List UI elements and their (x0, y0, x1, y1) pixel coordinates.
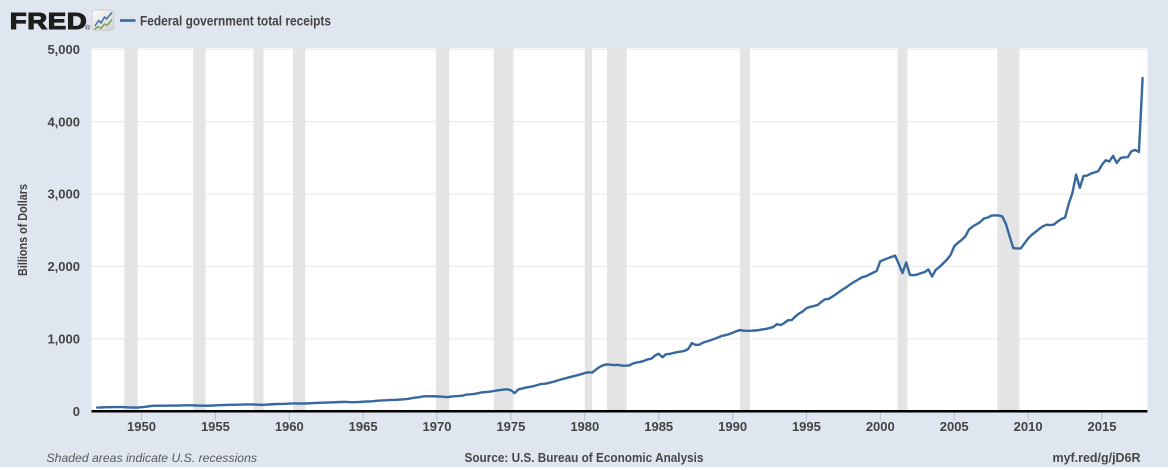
svg-text:4,000: 4,000 (47, 114, 80, 129)
svg-text:myf.red/g/jD6R: myf.red/g/jD6R (1053, 451, 1141, 465)
svg-text:®: ® (85, 24, 91, 32)
svg-text:1990: 1990 (718, 419, 747, 434)
svg-text:1995: 1995 (792, 419, 821, 434)
svg-text:1980: 1980 (570, 419, 599, 434)
svg-text:2010: 2010 (1014, 419, 1043, 434)
svg-text:1965: 1965 (349, 419, 378, 434)
svg-text:Source: U.S. Bureau of Economi: Source: U.S. Bureau of Economic Analysis (465, 451, 704, 465)
svg-text:2000: 2000 (866, 419, 895, 434)
svg-text:Shaded areas indicate U.S. rec: Shaded areas indicate U.S. recessions (47, 451, 258, 465)
svg-text:3,000: 3,000 (47, 187, 80, 202)
svg-text:Billions of Dollars: Billions of Dollars (16, 184, 30, 276)
svg-text:2005: 2005 (940, 419, 969, 434)
svg-text:2,000: 2,000 (47, 259, 80, 274)
svg-text:1985: 1985 (644, 419, 673, 434)
svg-text:1,000: 1,000 (47, 332, 80, 347)
svg-text:1950: 1950 (127, 419, 156, 434)
svg-text:Federal government total recei: Federal government total receipts (140, 13, 331, 29)
svg-text:1955: 1955 (201, 419, 230, 434)
svg-text:FRED: FRED (10, 9, 87, 34)
svg-text:2015: 2015 (1088, 419, 1117, 434)
svg-text:5,000: 5,000 (47, 42, 80, 57)
svg-text:1975: 1975 (496, 419, 525, 434)
svg-text:0: 0 (73, 404, 80, 419)
svg-text:1970: 1970 (423, 419, 452, 434)
svg-text:1960: 1960 (275, 419, 304, 434)
